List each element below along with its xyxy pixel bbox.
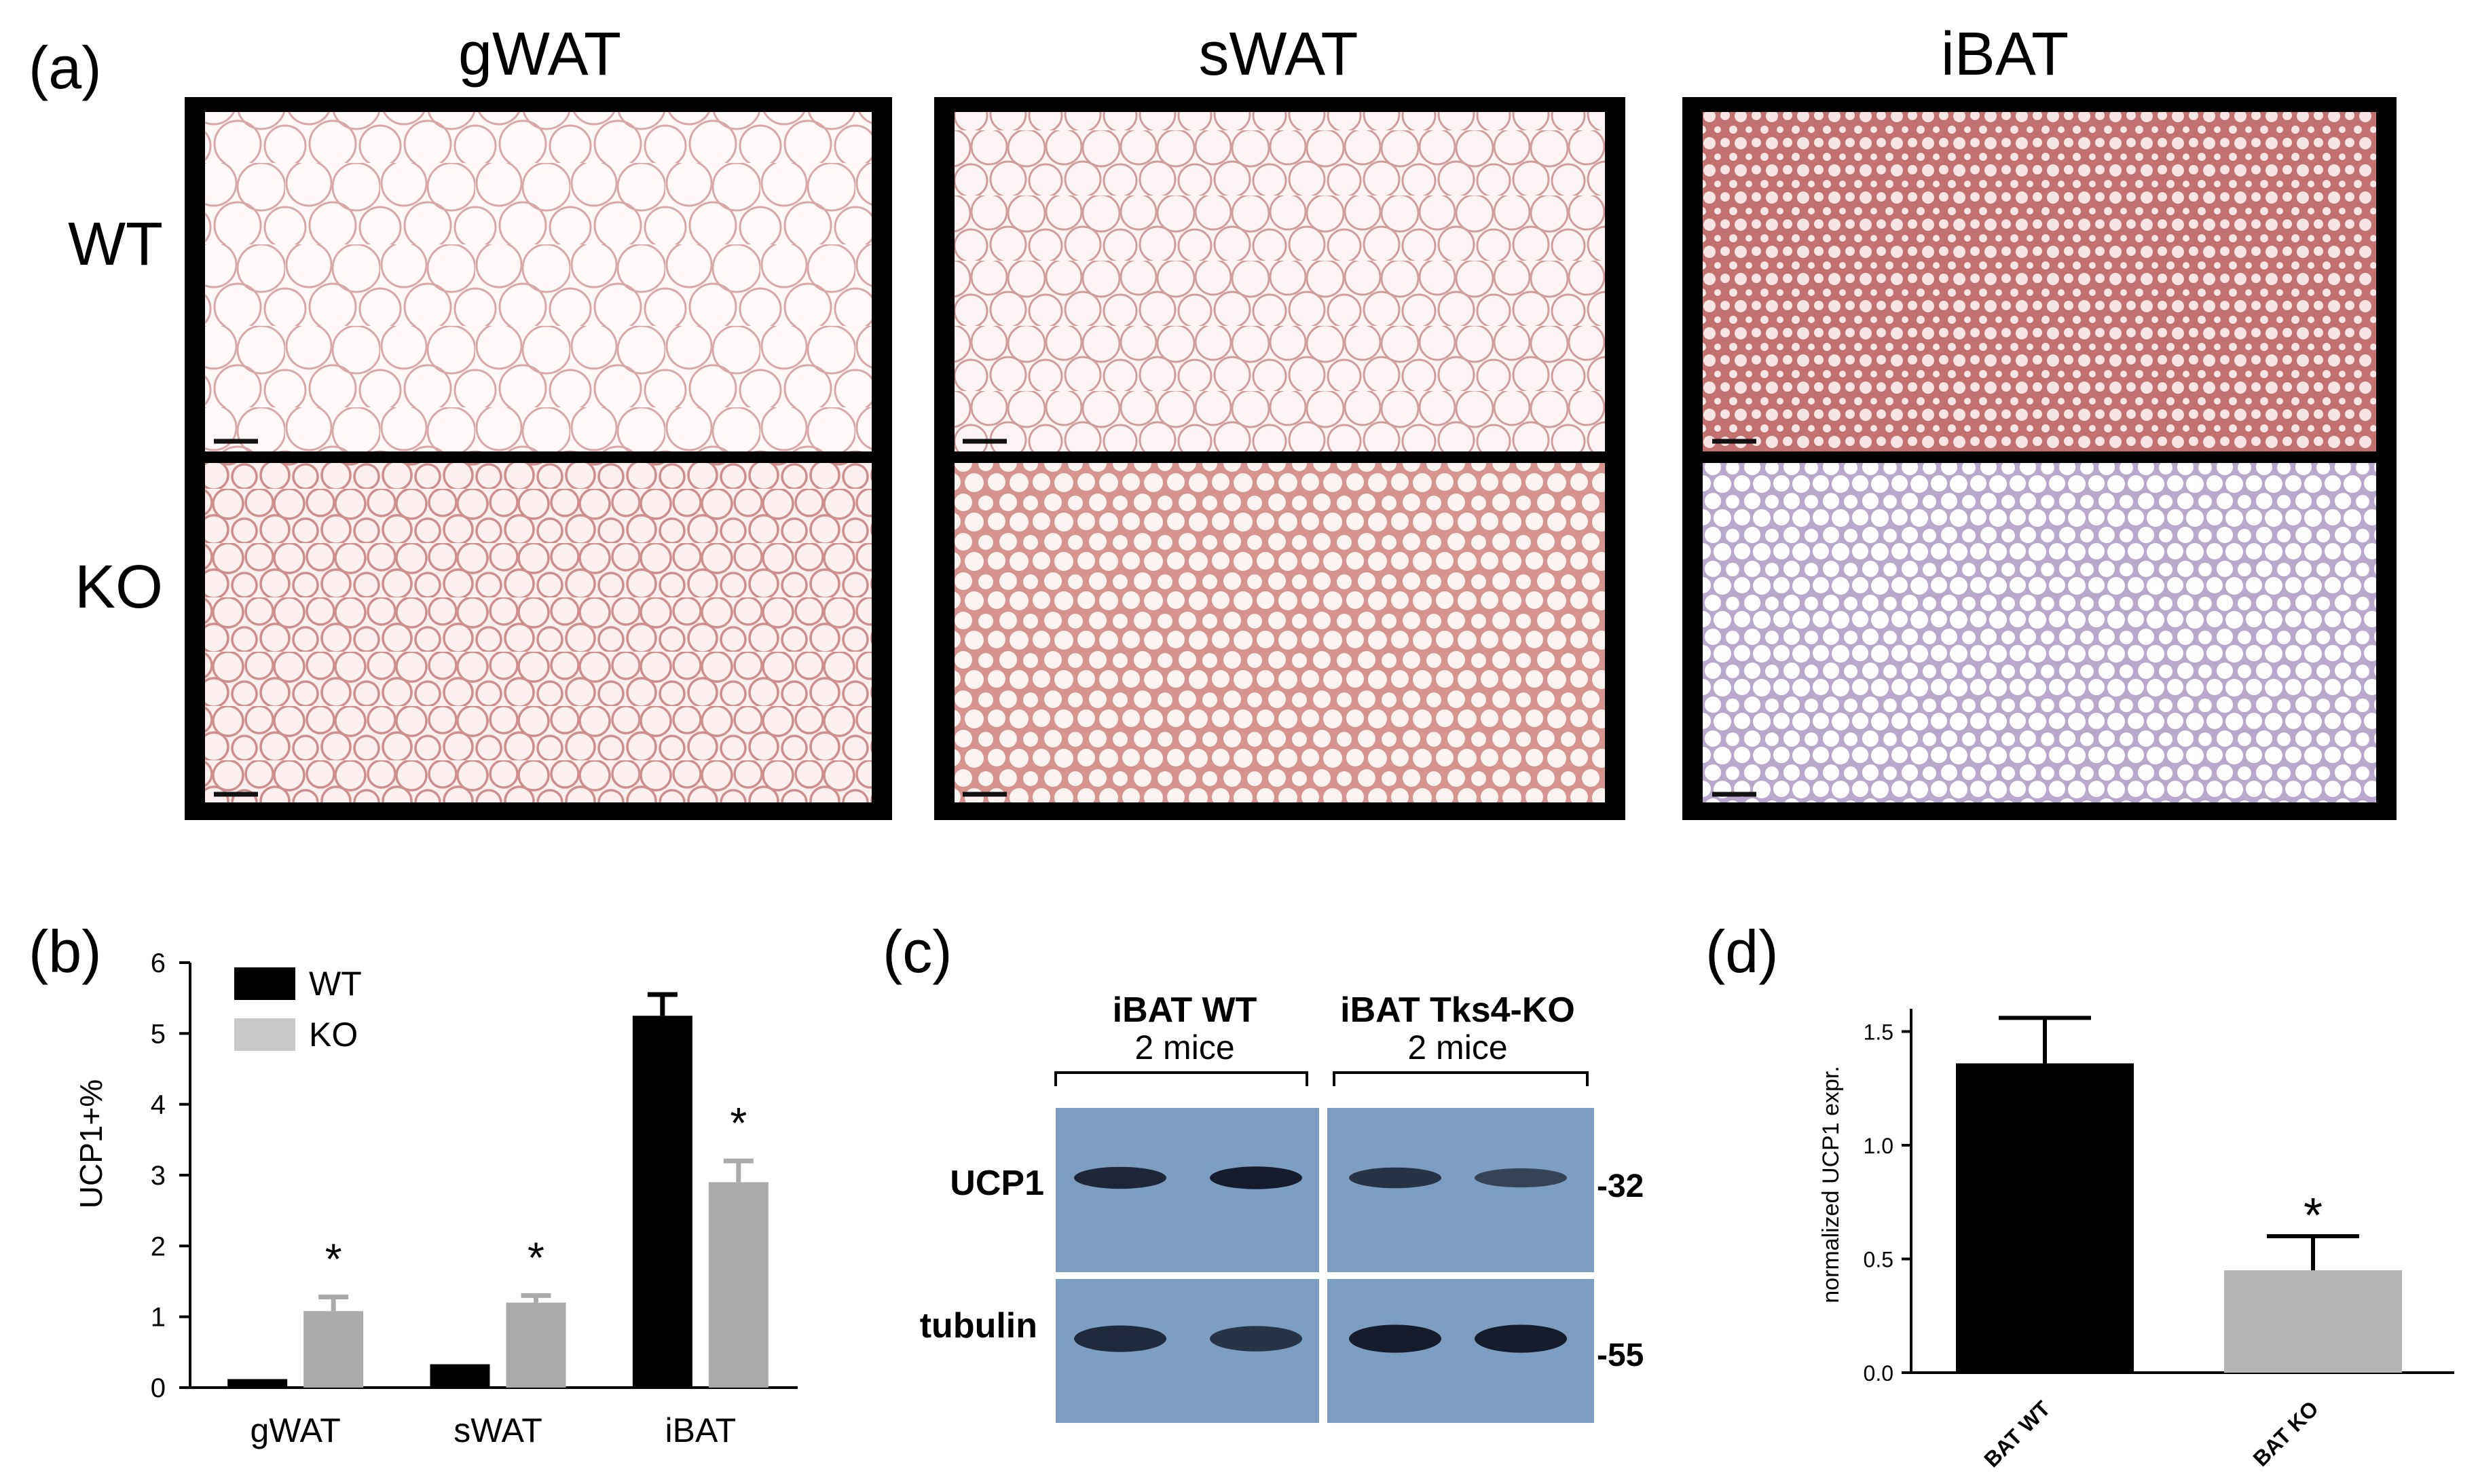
blot-group-subtitle-wt: 2 mice — [1134, 1028, 1234, 1066]
panel-d-label: (d) — [1705, 918, 1779, 985]
histology-image-gwat-wt — [205, 112, 872, 451]
blot-marker-32: -32 — [1597, 1168, 1644, 1204]
blot-band-ucp1-lane-4 — [1475, 1168, 1567, 1188]
significance-marker: * — [325, 1234, 342, 1283]
panel-a-label: (a) — [29, 34, 102, 101]
y-tick-label: 6 — [151, 948, 166, 978]
column-header-ibat: iBAT — [1941, 20, 2069, 88]
y-tick-label: 2 — [151, 1231, 166, 1261]
bar-gwat-ko — [303, 1311, 364, 1388]
histology-image-ibat-wt — [1703, 112, 2376, 451]
histology-image-ibat-ko — [1703, 463, 2376, 802]
blot-bracket-ko — [1333, 1071, 1589, 1086]
row-label-ko: KO — [75, 553, 163, 621]
legend-label-ko: KO — [309, 1016, 358, 1054]
significance-marker: * — [730, 1098, 747, 1147]
bar-ibat-wt — [632, 1016, 692, 1388]
x-tick-label: gWAT — [251, 1411, 341, 1449]
blot-marker-55: -55 — [1597, 1337, 1644, 1373]
panel-a: (a) gWAT sWAT iBAT WT KO — [29, 20, 2397, 820]
y-tick-label: 0.5 — [1864, 1248, 1893, 1272]
blot-bands — [1074, 1166, 1567, 1353]
y-tick-label: 1.0 — [1864, 1134, 1893, 1158]
significance-marker: * — [2304, 1189, 2323, 1243]
legend-label-wt: WT — [309, 965, 362, 1003]
blot-band-ucp1-lane-3 — [1349, 1167, 1441, 1189]
legend-swatch-ko — [234, 1018, 295, 1051]
blot-band-ucp1-lane-1 — [1074, 1166, 1166, 1189]
blot-membrane-ucp1-ko — [1327, 1108, 1594, 1272]
x-tick-label: BAT WT — [1979, 1396, 2055, 1472]
panel-c-label: (c) — [883, 918, 953, 985]
bar-gwat-wt — [227, 1379, 288, 1388]
x-tick-label: BAT KO — [2248, 1396, 2323, 1471]
panel-b-label: (b) — [29, 918, 102, 985]
blot-group-title-ko: iBAT Tks4-KO — [1340, 990, 1575, 1030]
blot-membrane-ucp1-wt — [1056, 1108, 1319, 1272]
y-tick-label: 0 — [151, 1373, 166, 1403]
panel-d: (d) normalized UCP1 expr. 0.0 0.5 1.0 1.5 *… — [1705, 918, 2454, 1472]
blot-membrane-tubulin-wt — [1056, 1279, 1319, 1423]
row-label-wt: WT — [68, 210, 163, 278]
bar-swat-wt — [430, 1364, 490, 1388]
chart-b-bars: * * * — [227, 992, 769, 1388]
y-tick-label: 1 — [151, 1303, 166, 1333]
histology-image-swat-wt — [955, 112, 1605, 451]
chart-d-bars: * — [1956, 1016, 2402, 1373]
panel-c: (c) iBAT WT 2 mice iBAT Tks4-KO 2 mice U… — [883, 918, 1644, 1423]
y-tick-label: 0.0 — [1864, 1361, 1893, 1386]
blot-membrane-tubulin-ko — [1327, 1279, 1594, 1423]
significance-marker: * — [528, 1233, 544, 1282]
bar-bat-wt — [1956, 1063, 2134, 1373]
panel-b: (b) UCP1+% 0 1 2 3 4 5 6 * * * gWAT sWAT iBAT WT K… — [29, 918, 798, 1449]
bar-ibat-ko — [708, 1182, 769, 1388]
scale-bars — [214, 439, 1756, 797]
bar-bat-ko — [2224, 1270, 2402, 1373]
y-tick-label: 3 — [151, 1161, 166, 1191]
histology-image-swat-ko — [955, 463, 1605, 802]
column-header-gwat: gWAT — [458, 20, 621, 88]
blot-band-tubulin-lane-4 — [1475, 1324, 1567, 1353]
blot-band-ucp1-lane-2 — [1210, 1166, 1302, 1189]
blot-group-subtitle-ko: 2 mice — [1407, 1028, 1507, 1066]
x-tick-label: sWAT — [454, 1411, 542, 1449]
blot-band-tubulin-lane-2 — [1210, 1326, 1302, 1352]
chart-b-y-ticks: 0 1 2 3 4 5 6 — [151, 948, 190, 1403]
blot-band-tubulin-lane-1 — [1074, 1325, 1166, 1352]
y-tick-label: 5 — [151, 1019, 166, 1049]
chart-d-x-labels: BAT WT BAT KO — [1979, 1396, 2323, 1472]
blot-bracket-wt — [1054, 1071, 1308, 1086]
histology-image-gwat-ko — [205, 463, 872, 802]
x-tick-label: iBAT — [665, 1411, 737, 1449]
blot-band-tubulin-lane-3 — [1349, 1324, 1441, 1353]
blot-row-label-tubulin: tubulin — [920, 1306, 1037, 1346]
legend-swatch-wt — [234, 967, 295, 1000]
chart-d-ylabel: normalized UCP1 expr. — [1818, 1066, 1844, 1303]
chart-b-legend: WT KO — [234, 965, 362, 1054]
blot-row-label-ucp1: UCP1 — [950, 1164, 1044, 1203]
y-tick-label: 1.5 — [1864, 1020, 1893, 1045]
chart-b-x-labels: gWAT sWAT iBAT — [251, 1411, 737, 1449]
bar-swat-ko — [506, 1302, 566, 1388]
y-tick-label: 4 — [151, 1090, 166, 1120]
column-header-swat: sWAT — [1199, 20, 1358, 88]
chart-b-ylabel: UCP1+% — [73, 1079, 109, 1208]
blot-group-title-wt: iBAT WT — [1113, 990, 1257, 1030]
chart-d-y-ticks: 0.0 0.5 1.0 1.5 — [1864, 1020, 1911, 1386]
